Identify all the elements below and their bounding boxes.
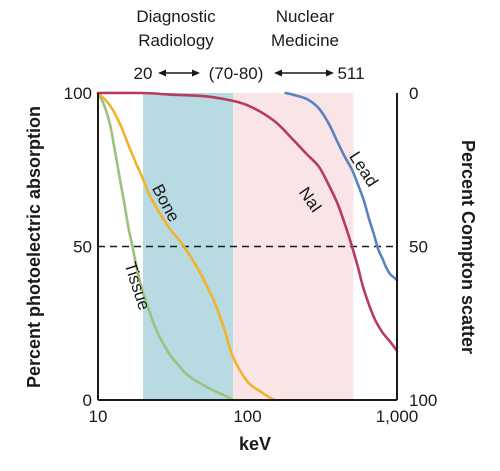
y-axis-left-title: Percent photoelectric absorption — [24, 106, 44, 388]
y-tick-label-left: 0 — [83, 391, 92, 410]
series-line-tissue — [96, 91, 235, 402]
series-line-nai — [96, 91, 399, 353]
y-tick-label-right: 0 — [409, 84, 418, 103]
range-arrow-right — [274, 69, 334, 77]
series-line-lead — [284, 91, 399, 282]
x-tick-label: 10 — [89, 407, 108, 426]
region-label-nuclear-line2: Medicine — [271, 31, 339, 50]
y-tick-label-right: 50 — [409, 238, 428, 257]
x-axis-title: keV — [239, 434, 271, 454]
range-label-left: 20 — [134, 64, 153, 83]
range-arrow-left — [158, 69, 200, 77]
range-label-right: 511 — [337, 64, 364, 83]
y-tick-label-right: 100 — [409, 391, 437, 410]
series-lines — [96, 91, 399, 402]
y-axis-right-title: Percent Compton scatter — [458, 140, 478, 354]
region-label-diagnostic-line1: Diagnostic — [136, 7, 216, 26]
plot-frame — [97, 93, 398, 401]
range-label-middle: (70-80) — [209, 64, 264, 83]
x-tick-label: 1,000 — [376, 407, 419, 426]
region-label-nuclear-line1: Nuclear — [276, 7, 335, 26]
x-tick-label: 100 — [233, 407, 261, 426]
series-line-bone — [96, 91, 276, 402]
y-tick-label-left: 100 — [64, 84, 92, 103]
region-label-diagnostic-line2: Radiology — [138, 31, 214, 50]
y-tick-label-left: 50 — [73, 238, 92, 257]
